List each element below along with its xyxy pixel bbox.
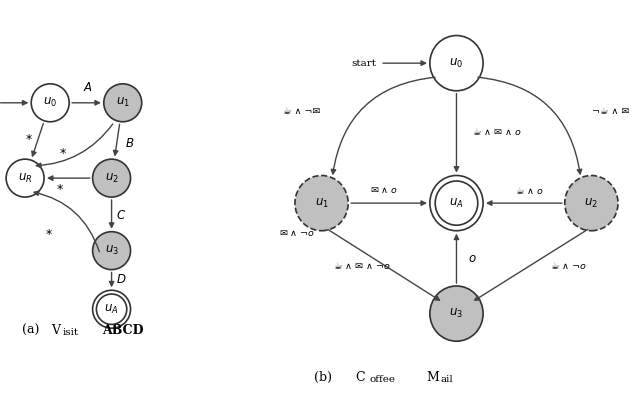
Text: $u_{R}$: $u_{R}$ [18,171,32,185]
Text: ☕ ∧ ✉ ∧ $o$: ☕ ∧ ✉ ∧ $o$ [472,126,522,137]
Text: ☕ ∧ ¬$o$: ☕ ∧ ¬$o$ [550,260,586,271]
Text: $*$: $*$ [56,181,64,194]
Circle shape [565,175,618,231]
Text: $*$: $*$ [59,145,67,158]
Text: $u_{0}$: $u_{0}$ [450,57,463,70]
Circle shape [31,84,69,122]
Text: isit: isit [63,328,79,337]
Text: ¬☕ ∧ ✉: ¬☕ ∧ ✉ [592,107,630,116]
Text: $*$: $*$ [25,131,33,144]
Text: ✉ ∧ ¬$o$: ✉ ∧ ¬$o$ [278,228,315,238]
Text: ☕ ∧ ¬✉: ☕ ∧ ¬✉ [283,107,321,116]
Text: offee: offee [370,375,396,384]
Text: $u_{A}$: $u_{A}$ [450,196,463,209]
Text: C: C [355,371,365,384]
Text: $o$: $o$ [468,252,477,265]
Circle shape [430,286,483,341]
Text: $C$: $C$ [116,209,126,222]
Text: $u_{3}$: $u_{3}$ [105,244,119,257]
Text: start: start [352,59,377,68]
Text: $u_{2}$: $u_{2}$ [105,171,119,185]
Circle shape [93,159,131,197]
Text: $u_{1}$: $u_{1}$ [116,96,130,109]
Text: $u_{2}$: $u_{2}$ [585,196,598,209]
Circle shape [104,84,142,122]
Circle shape [430,175,483,231]
Circle shape [295,175,348,231]
Text: ☕ ∧ $o$: ☕ ∧ $o$ [515,185,544,196]
Text: $*$: $*$ [45,226,53,239]
Text: $u_{3}$: $u_{3}$ [450,307,463,320]
Circle shape [93,232,131,270]
Text: $A$: $A$ [83,81,93,94]
Text: $D$: $D$ [116,273,127,286]
Text: M: M [426,371,439,384]
Circle shape [6,159,44,197]
Text: ✉ ∧ $o$: ✉ ∧ $o$ [370,185,398,195]
Text: ail: ail [441,375,453,384]
Text: (a): (a) [22,324,44,337]
Circle shape [93,290,131,328]
Text: ABCD: ABCD [102,324,143,337]
Text: V: V [51,324,61,337]
Text: $u_{0}$: $u_{0}$ [43,96,57,109]
Text: $u_{A}$: $u_{A}$ [105,303,119,316]
Text: $B$: $B$ [125,137,134,150]
Circle shape [430,36,483,91]
Text: (b): (b) [314,371,337,384]
Text: $u_{1}$: $u_{1}$ [314,196,328,209]
Text: ☕ ∧ ✉ ∧ ¬$o$: ☕ ∧ ✉ ∧ ¬$o$ [333,260,391,271]
